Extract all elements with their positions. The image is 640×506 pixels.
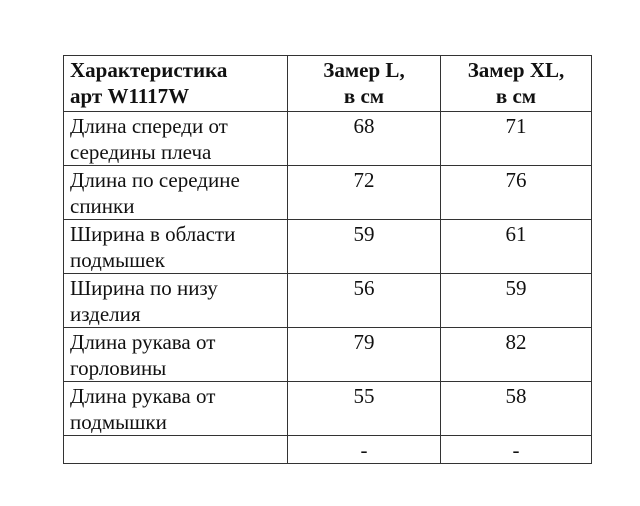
cell-name: Длина спереди от середины плеча	[63, 111, 288, 166]
header-size-l: Замер L, в см	[287, 55, 441, 112]
table-row: --	[63, 435, 592, 464]
cell-name: Длина рукава от подмышки	[63, 381, 288, 436]
cell-l: 55	[287, 381, 441, 436]
table-row: Длина рукава от горловины 79 82	[63, 327, 592, 382]
cell-xl: 59	[440, 273, 592, 328]
table-row: Длина спереди от середины плеча 68 71	[63, 111, 592, 166]
table-header-row: Характеристика арт W1117W Замер L, в см За…	[63, 55, 592, 112]
cell-xl: 58	[440, 381, 592, 436]
table-row: Ширина по низу изделия 56 59	[63, 273, 592, 328]
cell-xl: 61	[440, 219, 592, 274]
cell-name: Ширина в области подмышек	[63, 219, 288, 274]
table-row: Ширина в области подмышек 59 61	[63, 219, 592, 274]
cell-l: -	[287, 435, 441, 464]
size-table: Характеристика арт W1117W Замер L, в см За…	[63, 55, 592, 464]
table-row: Длина рукава от подмышки 55 58	[63, 381, 592, 436]
cell-l: 59	[287, 219, 441, 274]
cell-xl: 82	[440, 327, 592, 382]
cell-l: 79	[287, 327, 441, 382]
header-size-xl: Замер XL, в см	[440, 55, 592, 112]
cell-name: Длина по середине спинки	[63, 165, 288, 220]
cell-l: 56	[287, 273, 441, 328]
cell-xl: 76	[440, 165, 592, 220]
header-text: арт W1117W	[70, 84, 190, 108]
table-row: Длина по середине спинки 72 76	[63, 165, 592, 220]
cell-xl: 71	[440, 111, 592, 166]
cell-xl: -	[440, 435, 592, 464]
cell-name: Длина рукава от горловины	[63, 327, 288, 382]
cell-l: 68	[287, 111, 441, 166]
header-text: Характеристика	[70, 58, 228, 82]
header-text: в см	[343, 84, 385, 108]
cell-name: Ширина по низу изделия	[63, 273, 288, 328]
cell-name	[63, 435, 288, 464]
header-text: в см	[495, 84, 537, 108]
header-characteristic: Характеристика арт W1117W	[63, 55, 288, 112]
header-text: Замер XL,	[467, 58, 565, 82]
cell-l: 72	[287, 165, 441, 220]
header-text: Замер L,	[323, 58, 405, 82]
